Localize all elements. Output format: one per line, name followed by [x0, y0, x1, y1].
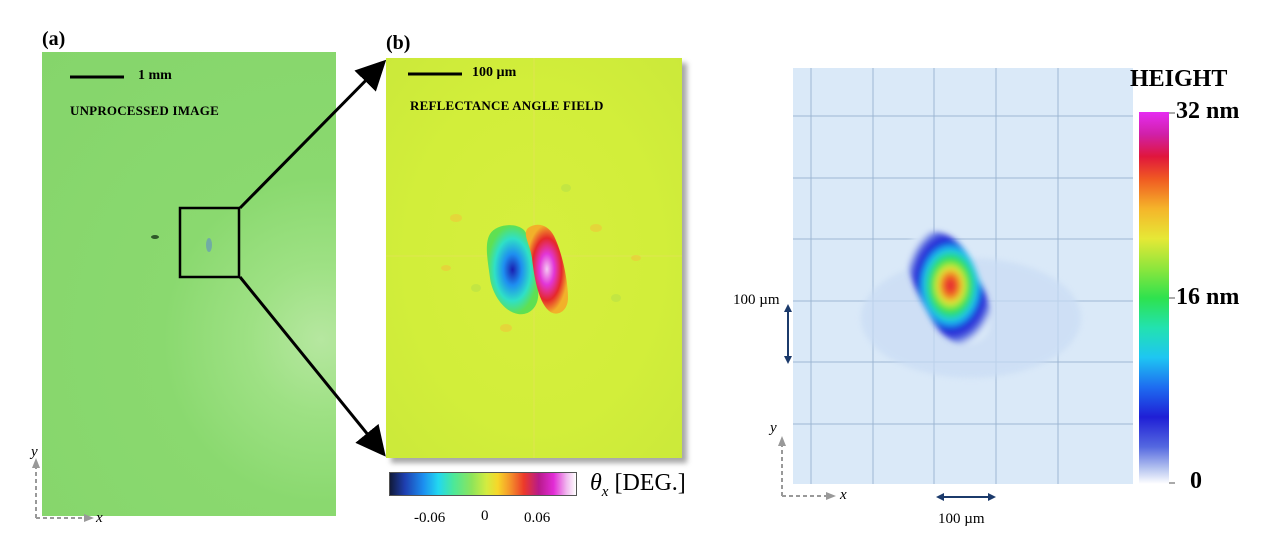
- panel-b-positive-lobe: [525, 224, 568, 314]
- panel-c-axis-y-arrowhead: [778, 436, 786, 446]
- zoom-arrow-top: [238, 59, 387, 210]
- panel-c-dim-vertical-bottom-arrow: [784, 356, 792, 364]
- panel-c-height-map: [793, 68, 1133, 484]
- panel-a-axes-indicator: [32, 458, 94, 522]
- panel-a-feature: [206, 238, 212, 252]
- panel-b-colorbar-tick-zero: 0: [481, 508, 489, 524]
- panel-c-axis-y-label: y: [770, 420, 777, 436]
- panel-b-colorbar-subscript: x: [601, 483, 609, 500]
- panel-c-colorbar-tick-min: 0: [1190, 468, 1202, 494]
- panel-b-colorbar: [389, 472, 577, 496]
- panel-c-axis-x-label: x: [840, 487, 847, 503]
- panel-c-axis-x-arrowhead: [826, 492, 836, 500]
- panel-a-axis-y-label: y: [31, 444, 38, 460]
- panel-b-colorbar-symbol: θ: [590, 470, 602, 496]
- panel-c-colorbar-ticks: [1169, 112, 1175, 484]
- zoom-arrow-bottom: [238, 276, 386, 457]
- panel-c-dim-horizontal-left-arrow: [936, 493, 944, 501]
- panel-a-axis-x-label: x: [96, 510, 103, 526]
- panel-a-overlay: [70, 75, 241, 279]
- panel-b-colorbar-unit: [DEG.]: [614, 470, 686, 496]
- panel-c-colorbar-tick-max: 32 nm: [1176, 98, 1240, 124]
- panel-b-noise: [441, 184, 641, 332]
- panel-b-colorbar-tick-pos: 0.06: [524, 510, 551, 526]
- panel-c-dim-horizontal-label: 100 µm: [938, 511, 985, 527]
- panel-a-scale-bar-label: 1 mm: [138, 68, 172, 83]
- panel-b-scale-bar-label: 100 µm: [472, 65, 517, 80]
- panel-b-overlay: [386, 58, 682, 458]
- panel-c-colorbar: [1139, 112, 1169, 484]
- panel-c-dim-vertical-top-arrow: [784, 304, 792, 312]
- panel-c-dim-horizontal-right-arrow: [988, 493, 996, 501]
- panel-a-axis-y-arrowhead: [32, 458, 40, 468]
- panel-a-axis-x-arrowhead: [84, 514, 94, 522]
- panel-a-zoom-box: [178, 206, 241, 279]
- panel-b-label: (b): [386, 32, 411, 54]
- panel-b-colorbar-title: θx [DEG.]: [590, 470, 686, 501]
- panel-c-dim-vertical-label: 100 µm: [733, 292, 780, 308]
- panel-c-grid: [793, 68, 1133, 484]
- panel-a-image: 1 mm UNPROCESSED IMAGE: [42, 52, 336, 516]
- panel-c-colorbar-title: HEIGHT: [1130, 66, 1228, 92]
- panel-b-colorbar-tick-neg: -0.06: [414, 510, 446, 526]
- panel-c-height-bump: [907, 231, 991, 345]
- panel-c-overlay: [793, 68, 1133, 484]
- panel-b-image: 100 µm REFLECTANCE ANGLE FIELD: [386, 58, 682, 458]
- panel-b-title: REFLECTANCE ANGLE FIELD: [410, 98, 604, 113]
- panel-c-colorbar-tick-mid: 16 nm: [1176, 284, 1240, 310]
- panel-a-label: (a): [42, 28, 66, 50]
- panel-a-defect-dot: [151, 235, 159, 239]
- panel-b-negative-lobe: [486, 225, 539, 315]
- panel-a-title: UNPROCESSED IMAGE: [70, 103, 219, 118]
